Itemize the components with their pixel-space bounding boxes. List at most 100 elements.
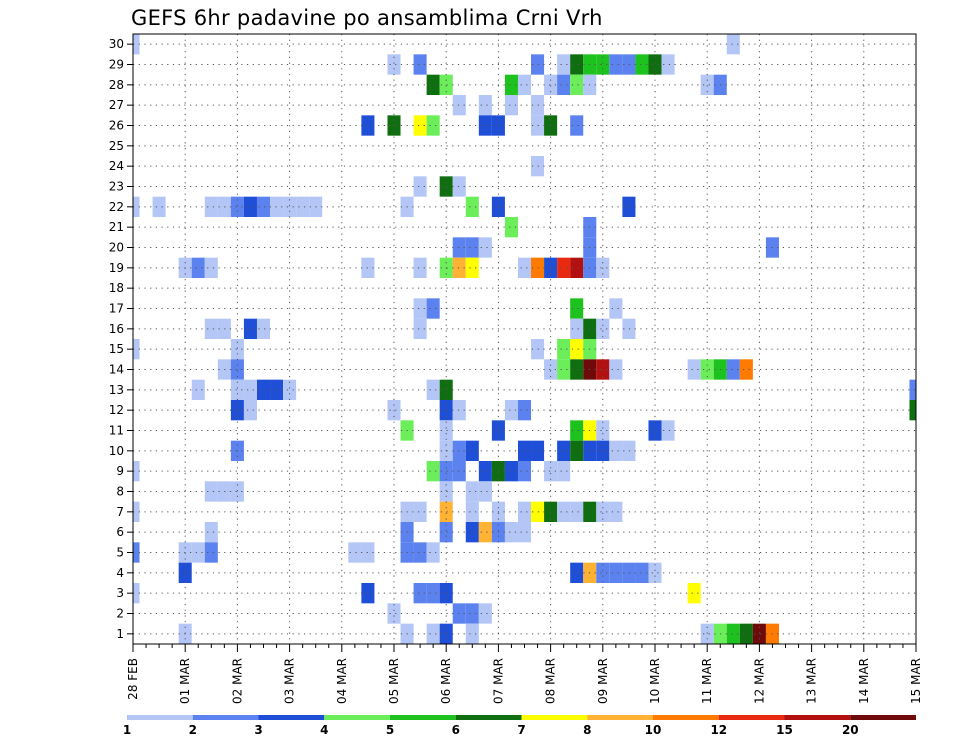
colorbar-swatch: [192, 715, 259, 720]
heatmap-cell: [517, 400, 532, 421]
heatmap-cell: [439, 379, 453, 400]
heatmap-cell: [243, 379, 257, 400]
heatmap-cell: [452, 237, 466, 258]
heatmap-cell: [426, 623, 440, 644]
colorbar-label: 1: [123, 723, 131, 737]
heatmap-cell: [609, 501, 623, 522]
heatmap-cell: [465, 623, 479, 644]
heatmap-cell: [531, 339, 545, 360]
heatmap-cell: [531, 115, 545, 136]
x-tick-label: 11 MAR: [700, 658, 714, 704]
heatmap-cell: [243, 196, 257, 217]
colorbar-label: 20: [842, 723, 859, 737]
colorbar-label: 12: [710, 723, 727, 737]
heatmap-cell: [243, 400, 257, 421]
heatmap-cell: [387, 603, 401, 624]
heatmap-cell: [726, 359, 740, 380]
heatmap-cell: [517, 257, 532, 278]
y-tick-label: 10: [109, 444, 124, 458]
heatmap-cell: [609, 298, 623, 319]
y-tick-label: 29: [109, 58, 124, 72]
heatmap-cell: [739, 623, 753, 644]
colorbar-label: 8: [583, 723, 591, 737]
chart-title: GEFS 6hr padavine po ansamblima Crni Vrh: [131, 6, 603, 30]
heatmap-cell: [426, 583, 440, 604]
heatmap-cell: [661, 420, 675, 441]
heatmap-cell: [557, 359, 571, 380]
heatmap-cell: [413, 115, 427, 136]
x-tick-label: 12 MAR: [752, 658, 766, 704]
heatmap-cell: [230, 359, 244, 380]
x-tick-label: 28 FEB: [126, 658, 140, 700]
heatmap-cell: [570, 501, 584, 522]
x-tick-label: 14 MAR: [857, 658, 871, 704]
colorbar-swatch: [587, 715, 653, 720]
heatmap-cell: [700, 623, 714, 644]
heatmap-cell: [387, 400, 401, 421]
heatmap-cell: [133, 339, 140, 360]
heatmap-cell: [609, 359, 623, 380]
heatmap-cell: [204, 481, 218, 502]
y-tick-label: 16: [109, 322, 124, 336]
heatmap-cell: [478, 115, 492, 136]
heatmap-cell: [517, 440, 532, 461]
heatmap-cell: [752, 623, 766, 644]
heatmap-cell: [361, 542, 375, 563]
heatmap-cell: [191, 379, 205, 400]
heatmap-cell: [596, 318, 610, 339]
x-tick-label: 08 MAR: [544, 658, 558, 704]
colorbar-swatch: [850, 715, 916, 720]
heatmap-cell: [478, 237, 492, 258]
heatmap-cell: [191, 257, 205, 278]
heatmap-cell: [413, 583, 427, 604]
x-tick-label: 09 MAR: [596, 658, 610, 704]
heatmap-cell: [570, 339, 584, 360]
heatmap-cell: [557, 74, 571, 95]
heatmap-cell: [739, 359, 753, 380]
heatmap-cell: [413, 176, 427, 197]
y-tick-label: 30: [109, 37, 124, 51]
y-tick-label: 20: [109, 241, 124, 255]
heatmap-cell: [557, 501, 571, 522]
heatmap-cell: [256, 196, 271, 217]
heatmap-cell: [909, 379, 916, 400]
heatmap-cell: [531, 501, 545, 522]
heatmap-cell: [439, 74, 453, 95]
y-tick-label: 25: [109, 139, 124, 153]
heatmap-cell: [348, 542, 362, 563]
heatmap-cell: [635, 562, 649, 583]
heatmap-cell: [426, 74, 440, 95]
x-tick-label: 03 MAR: [283, 658, 297, 704]
heatmap-cell: [726, 34, 740, 55]
heatmap-cell: [478, 603, 492, 624]
colorbar-label: 4: [320, 723, 328, 737]
heatmap-cell: [426, 298, 440, 319]
heatmap-cell: [204, 318, 218, 339]
heatmap-cell: [596, 359, 610, 380]
heatmap-cell: [439, 176, 453, 197]
heatmap-cell: [413, 257, 427, 278]
y-tick-label: 6: [116, 525, 124, 539]
heatmap-cell: [700, 74, 714, 95]
heatmap-cell: [439, 400, 453, 421]
colorbar-label: 7: [517, 723, 525, 737]
heatmap-cell: [465, 522, 479, 543]
heatmap-cell: [504, 95, 518, 116]
heatmap-cell: [133, 196, 140, 217]
heatmap-cell: [570, 54, 584, 75]
heatmap-cell: [570, 440, 584, 461]
y-tick-label: 11: [109, 424, 124, 438]
y-tick-label: 24: [109, 159, 124, 173]
heatmap-cell: [413, 54, 427, 75]
heatmap-cell: [361, 257, 375, 278]
heatmap-cell: [544, 74, 558, 95]
heatmap-cell: [439, 501, 453, 522]
heatmap-cell: [661, 54, 675, 75]
heatmap-cell: [426, 542, 440, 563]
colorbar-label: 15: [776, 723, 793, 737]
heatmap-cell: [426, 461, 440, 482]
y-tick-label: 28: [109, 78, 124, 92]
heatmap-cell: [596, 54, 610, 75]
y-tick-label: 22: [109, 200, 124, 214]
heatmap-cell: [544, 359, 558, 380]
